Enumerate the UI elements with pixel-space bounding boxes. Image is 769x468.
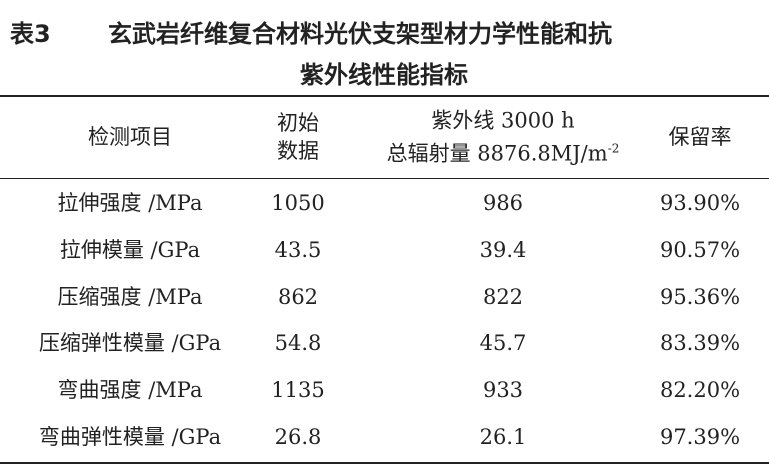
- table-cell: 90.57%: [659, 237, 741, 262]
- table-cell: 压缩弹性模量 /GPa: [38, 331, 222, 356]
- table-cell: 933: [482, 378, 524, 403]
- table-cell: 拉伸强度 /MPa: [57, 191, 203, 215]
- table-cell: 拉伸模量 /GPa: [59, 237, 201, 262]
- table-cell: 862: [277, 284, 319, 309]
- header-rule: [0, 178, 769, 179]
- table-cell: 97.39%: [659, 425, 741, 449]
- table-cell: 45.7: [479, 331, 527, 356]
- table-cell: 95.36%: [659, 284, 741, 309]
- header-line: 紫外线 3000 h: [431, 108, 575, 133]
- table-cell: 1135: [271, 378, 325, 403]
- table-cell: 26.1: [479, 425, 527, 449]
- table-label: 表3: [10, 20, 51, 48]
- header-line: 保留率: [668, 125, 732, 149]
- header-cell: 保留率: [669, 123, 732, 151]
- table-cell: 986: [482, 191, 524, 215]
- header-line: 数据: [277, 139, 319, 163]
- table-cell: 54.8: [274, 331, 322, 356]
- table-cell: 26.8: [274, 425, 322, 449]
- table-cell: 82.20%: [659, 378, 741, 403]
- table-cell: 压缩强度 /MPa: [57, 284, 203, 309]
- table-cell: 39.4: [479, 237, 527, 262]
- header-line: 总辐射量 8876.8MJ/m-2: [386, 141, 620, 166]
- title-line: 紫外线性能指标: [300, 61, 468, 89]
- header-cell: 检测项目: [88, 123, 172, 151]
- title-line: 玄武岩纤维复合材料光伏支架型材力学性能和抗: [108, 20, 612, 48]
- header-cell: 紫外线 3000 h 总辐射量 8876.8MJ/m-2: [387, 107, 620, 168]
- table-cell: 弯曲弹性模量 /GPa: [38, 425, 222, 449]
- superscript: -2: [607, 141, 620, 156]
- table-cell: 83.39%: [659, 331, 741, 356]
- header-line: 初始: [277, 111, 319, 135]
- table-cell: 1050: [271, 191, 325, 215]
- table-cell: 822: [482, 284, 524, 309]
- table-cell: 弯曲强度 /MPa: [57, 378, 203, 403]
- table-cell: 93.90%: [659, 191, 741, 215]
- table-cell: 43.5: [274, 237, 322, 262]
- top-rule: [0, 95, 769, 97]
- header-cell: 初始 数据: [277, 109, 319, 165]
- header-line: 检测项目: [88, 125, 172, 149]
- bottom-rule: [0, 462, 769, 464]
